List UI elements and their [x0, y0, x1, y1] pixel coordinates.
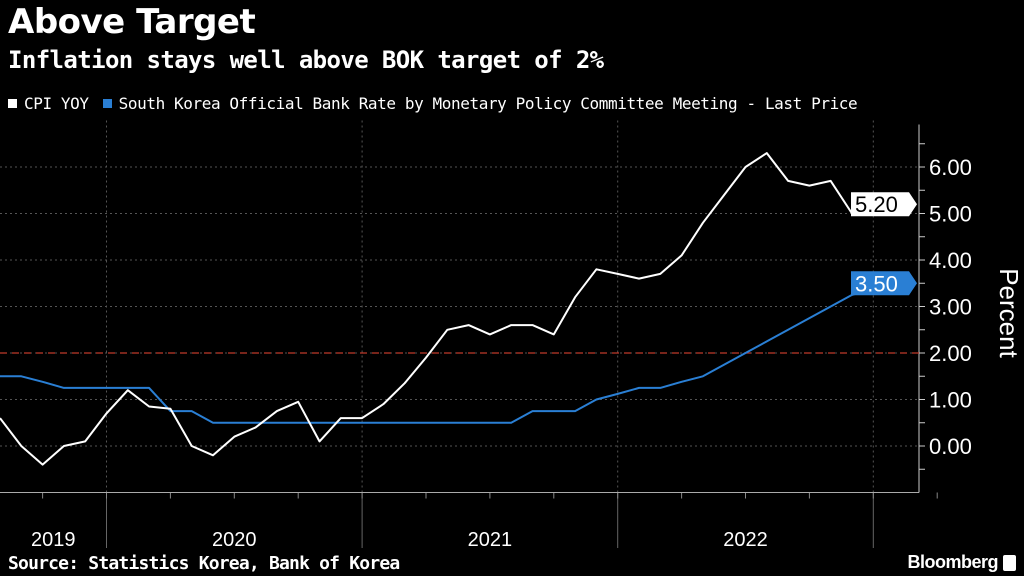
chart-subtitle: Inflation stays well above BOK target of… [8, 46, 604, 74]
x-tick-label: 2020 [212, 529, 257, 551]
legend-swatch-cpi [8, 99, 17, 108]
last-value-badge-rate [851, 271, 917, 296]
legend: CPI YOY South Korea Official Bank Rate b… [8, 94, 858, 113]
last-value-label-cpi: 5.20 [855, 192, 898, 217]
source-note: Source: Statistics Korea, Bank of Korea [8, 553, 400, 574]
x-tick-label: 2021 [468, 529, 513, 551]
y-axis-label: Percent [994, 268, 1024, 358]
y-tick-label: 0.00 [929, 434, 972, 459]
y-tick-label: 1.00 [929, 388, 972, 413]
bloomberg-icon [1003, 555, 1016, 571]
series-line-cpi [0, 152, 896, 466]
last-value-badge-cpi [851, 192, 917, 217]
legend-label-rate: South Korea Official Bank Rate by Moneta… [118, 94, 858, 113]
legend-swatch-rate [102, 99, 112, 108]
y-tick-label: 2.00 [929, 341, 972, 366]
x-tick-label: 2019 [31, 529, 76, 551]
y-tick-label: 6.00 [929, 155, 972, 180]
brand-logo: Bloomberg [907, 552, 998, 572]
y-tick-label: 4.00 [929, 248, 972, 273]
legend-label-cpi: CPI YOY [24, 94, 89, 113]
y-tick-label: 3.00 [929, 295, 972, 320]
y-tick-label: 5.00 [929, 202, 972, 227]
chart-title: Above Target [8, 2, 256, 42]
last-value-label-rate: 3.50 [855, 271, 898, 296]
x-tick-label: 2022 [723, 529, 768, 551]
